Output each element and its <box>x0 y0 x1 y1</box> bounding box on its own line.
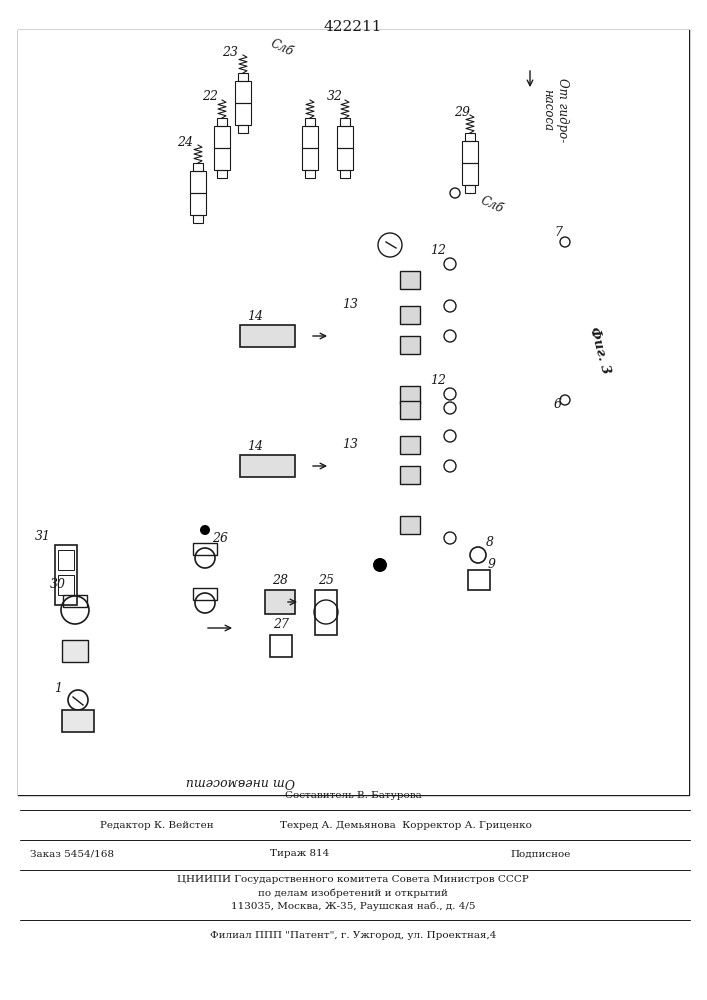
Text: 14: 14 <box>247 440 263 454</box>
Bar <box>340 118 350 126</box>
Circle shape <box>200 525 210 535</box>
Bar <box>58 550 74 570</box>
Text: Заказ 5454/168: Заказ 5454/168 <box>30 850 114 858</box>
Bar <box>214 148 230 170</box>
Text: От гидро-
насоса: От гидро- насоса <box>541 78 569 142</box>
Bar <box>305 170 315 178</box>
Text: От пневмосети: От пневмосети <box>185 775 295 788</box>
Bar <box>400 436 420 454</box>
Bar <box>238 125 248 133</box>
Bar <box>400 466 420 484</box>
Text: 26: 26 <box>212 532 228 544</box>
Bar <box>240 325 295 347</box>
Bar <box>190 171 206 193</box>
Bar <box>465 133 475 141</box>
Bar <box>63 595 87 607</box>
Text: 30: 30 <box>50 578 66 591</box>
Text: 9: 9 <box>488 558 496 572</box>
Bar <box>400 271 420 289</box>
Bar <box>58 575 74 595</box>
Bar <box>214 126 230 148</box>
Text: ЦНИИПИ Государственного комитета Совета Министров СССР: ЦНИИПИ Государственного комитета Совета … <box>177 876 529 884</box>
Text: 8: 8 <box>486 536 494 550</box>
Text: 13: 13 <box>342 298 358 312</box>
Bar <box>217 170 227 178</box>
Bar <box>337 148 353 170</box>
Text: 22: 22 <box>202 91 218 104</box>
Text: Тираж 814: Тираж 814 <box>270 850 329 858</box>
Text: 32: 32 <box>327 91 343 104</box>
Text: 7: 7 <box>554 226 562 238</box>
Bar <box>340 170 350 178</box>
Bar <box>193 588 217 600</box>
Bar <box>62 710 94 732</box>
Text: Филиал ППП "Патент", г. Ужгород, ул. Проектная,4: Филиал ППП "Патент", г. Ужгород, ул. Про… <box>210 930 496 940</box>
Bar <box>55 545 77 605</box>
Bar <box>400 401 420 419</box>
Text: 24: 24 <box>177 135 193 148</box>
Bar <box>193 543 217 555</box>
Text: 12: 12 <box>430 374 446 387</box>
Bar <box>18 30 689 795</box>
Text: 113035, Москва, Ж-35, Раушская наб., д. 4/5: 113035, Москва, Ж-35, Раушская наб., д. … <box>230 901 475 911</box>
Text: Слб: Слб <box>478 194 505 216</box>
Bar <box>193 215 203 223</box>
Text: 23: 23 <box>222 45 238 58</box>
Text: Фиг. 3: Фиг. 3 <box>588 325 612 375</box>
Bar <box>235 103 251 125</box>
Text: Техред А. Демьянова  Корректор А. Гриценко: Техред А. Демьянова Корректор А. Гриценк… <box>280 820 532 830</box>
Bar <box>240 455 295 477</box>
Bar <box>235 81 251 103</box>
Bar <box>315 590 337 635</box>
Text: 25: 25 <box>318 574 334 586</box>
Bar <box>62 640 88 662</box>
Text: 27: 27 <box>273 618 289 632</box>
Bar <box>193 163 203 171</box>
Bar <box>270 635 292 657</box>
Bar <box>190 193 206 215</box>
Bar <box>462 141 478 163</box>
Bar <box>302 126 318 148</box>
Text: 1: 1 <box>54 682 62 694</box>
Text: 12: 12 <box>430 244 446 257</box>
Text: 13: 13 <box>342 438 358 452</box>
Text: 14: 14 <box>247 310 263 324</box>
Bar <box>302 148 318 170</box>
Bar <box>400 386 420 404</box>
Text: по делам изобретений и открытий: по делам изобретений и открытий <box>258 888 448 898</box>
Text: Подписное: Подписное <box>510 850 571 858</box>
Text: Слб: Слб <box>268 37 295 59</box>
Text: 422211: 422211 <box>324 20 382 34</box>
Bar <box>468 570 490 590</box>
Bar <box>462 163 478 185</box>
Bar <box>217 118 227 126</box>
Bar <box>400 516 420 534</box>
Bar <box>400 336 420 354</box>
Text: Составитель В. Батурова: Составитель В. Батурова <box>285 790 421 800</box>
Text: Редактор К. Вейстен: Редактор К. Вейстен <box>100 820 214 830</box>
Text: 28: 28 <box>272 574 288 586</box>
Bar <box>305 118 315 126</box>
Bar <box>465 185 475 193</box>
Text: 6: 6 <box>554 398 562 412</box>
Text: 29: 29 <box>454 105 470 118</box>
Circle shape <box>373 558 387 572</box>
Bar <box>265 590 295 614</box>
Bar <box>238 73 248 81</box>
Bar <box>337 126 353 148</box>
Bar <box>400 306 420 324</box>
Text: 31: 31 <box>35 530 51 544</box>
